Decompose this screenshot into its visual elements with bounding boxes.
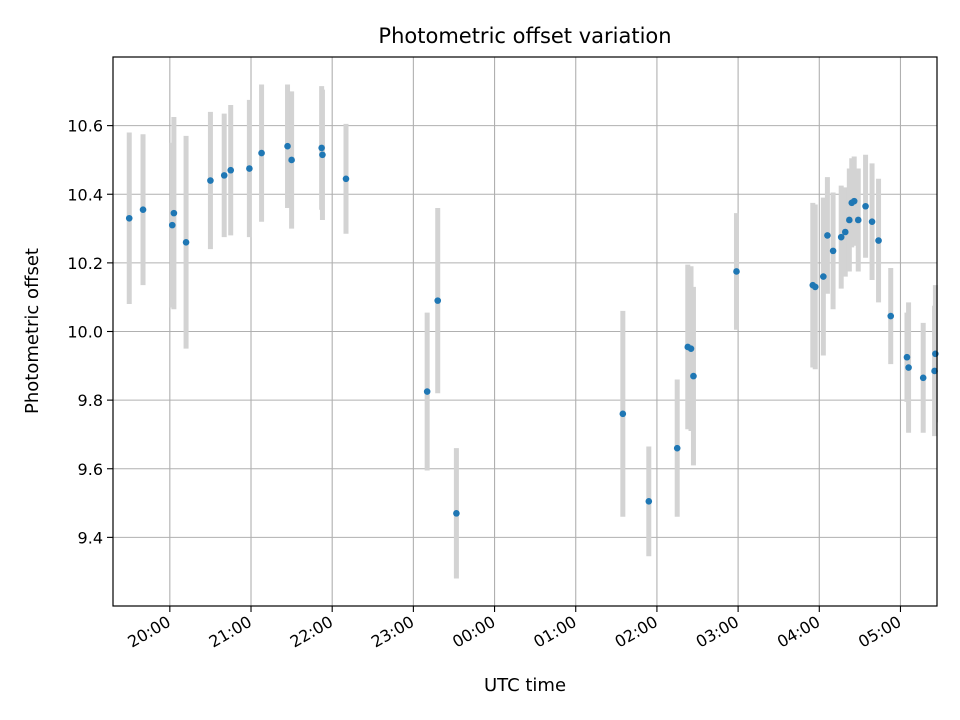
data-point [319, 151, 326, 159]
data-point [220, 172, 228, 179]
data-point [903, 353, 911, 361]
data-point [619, 410, 627, 418]
data-point [288, 156, 295, 164]
chart-title: Photometric offset variation [378, 24, 671, 48]
data-points [125, 142, 939, 517]
data-point [423, 388, 431, 395]
y-tick-label: 9.6 [78, 460, 103, 479]
data-point [434, 297, 442, 304]
y-tick-label: 10.6 [67, 117, 103, 136]
y-tick-label: 10.0 [67, 323, 103, 342]
data-point [850, 197, 858, 205]
x-tick-label: 05:00 [855, 612, 904, 652]
data-point [342, 175, 350, 183]
x-axis-label: UTC time [484, 675, 566, 696]
data-point [673, 444, 681, 452]
x-tick-label: 01:00 [530, 612, 579, 652]
x-tick-label: 20:00 [124, 612, 173, 652]
data-point [182, 238, 190, 246]
x-tick-label: 21:00 [206, 612, 255, 652]
data-point [733, 268, 740, 275]
data-point [905, 364, 912, 371]
y-tick-label: 9.8 [78, 391, 103, 410]
data-point [854, 216, 862, 224]
data-point [246, 165, 253, 172]
data-point [168, 221, 176, 229]
data-point [453, 510, 460, 517]
data-point [258, 149, 265, 157]
data-point [811, 283, 819, 291]
data-point [837, 233, 845, 241]
data-point [139, 206, 147, 213]
x-tick-label: 23:00 [368, 612, 417, 652]
x-tick-label: 04:00 [774, 612, 823, 652]
data-point [931, 367, 938, 375]
x-tick-label: 22:00 [287, 612, 336, 652]
data-point [829, 247, 837, 255]
y-axis-label: Photometric offset [22, 248, 43, 414]
data-point [125, 214, 133, 222]
x-tick-label: 02:00 [611, 612, 660, 652]
data-point [875, 237, 882, 244]
data-point [227, 166, 235, 174]
data-point [687, 345, 695, 352]
y-tick-label: 10.4 [67, 185, 103, 204]
y-tick-label: 9.4 [78, 528, 103, 547]
data-point [841, 228, 849, 236]
data-point [932, 350, 939, 358]
data-point [846, 216, 853, 224]
data-point [868, 218, 876, 225]
data-point [820, 273, 827, 280]
grid [113, 57, 937, 606]
data-point [862, 202, 869, 210]
data-point [170, 209, 178, 217]
data-point [645, 498, 653, 505]
data-point [207, 177, 214, 184]
data-point [284, 142, 291, 150]
data-point [919, 374, 927, 382]
data-point [824, 232, 831, 239]
x-tick-label: 00:00 [449, 612, 498, 652]
data-point [887, 312, 895, 320]
data-point [318, 144, 325, 152]
data-point [690, 372, 697, 380]
x-tick-label: 03:00 [693, 612, 742, 652]
axis-ticks: 20:00 21:00 22:00 23:00 00:00 01:00 02:00 03:00… [67, 117, 904, 652]
y-tick-label: 10.2 [67, 254, 103, 273]
